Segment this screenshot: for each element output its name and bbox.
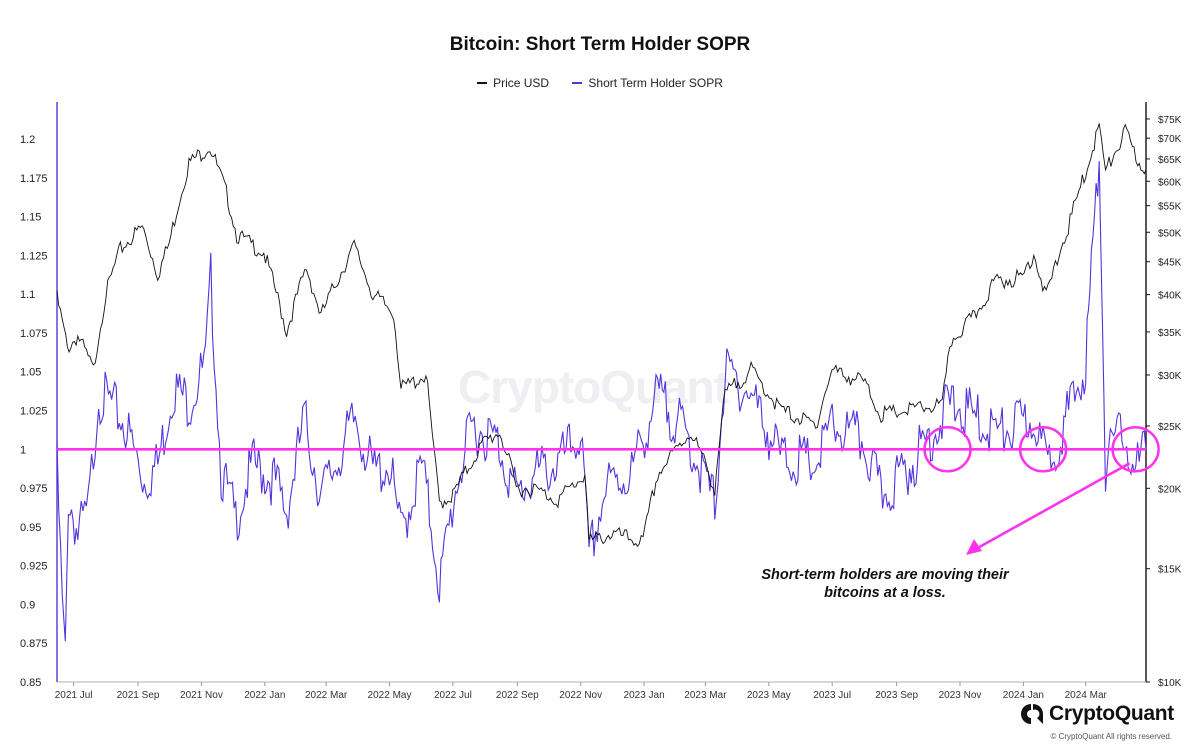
right-tick-label: $75K	[1158, 115, 1182, 126]
left-tick-label: 0.975	[20, 483, 48, 495]
x-tick-label: 2023 May	[747, 690, 791, 701]
series-layer	[56, 123, 1147, 642]
series-line-price	[56, 123, 1147, 548]
x-tick-label: 2022 Mar	[305, 690, 348, 701]
left-tick-label: 0.875	[20, 638, 48, 650]
right-tick-label: $55K	[1158, 202, 1182, 213]
x-tick-label: 2021 Sep	[117, 690, 160, 701]
series-line-sopr	[56, 161, 1147, 642]
axes-layer: 1.2 1.175 1.15 1.125 1.1 1.075 1.05 1.025 1 0.975…	[20, 102, 1182, 701]
left-tick-label: 0.85	[20, 677, 41, 689]
legend: Price USD Short Term Holder SOPR	[0, 73, 1200, 90]
x-tick-label: 2024 Jan	[1003, 690, 1044, 701]
cryptoquant-logo-icon	[1020, 704, 1043, 724]
legend-label-sopr: Short Term Holder SOPR	[588, 76, 723, 90]
right-tick-label: $20K	[1158, 484, 1182, 495]
right-tick-label: $10K	[1158, 678, 1182, 689]
brand-logo: CryptoQuant	[1019, 702, 1174, 726]
x-tick-label: 2021 Jul	[55, 690, 93, 701]
legend-swatch-price	[477, 82, 488, 84]
copyright-text: © CryptoQuant All rights reserved.	[1050, 732, 1173, 741]
right-tick-label: $25K	[1158, 422, 1182, 433]
right-tick-label: $45K	[1158, 258, 1182, 269]
left-tick-label: 1.175	[20, 173, 48, 185]
left-tick-label: 1	[20, 444, 26, 456]
left-tick-label: 1.1	[20, 289, 35, 301]
x-tick-label: 2023 Nov	[939, 690, 982, 701]
x-tick-label: 2022 Jan	[244, 690, 285, 701]
right-tick-label: $60K	[1158, 177, 1182, 188]
x-tick-label: 2022 Nov	[559, 690, 602, 701]
right-tick-label: $35K	[1158, 328, 1182, 339]
right-tick-label: $65K	[1158, 155, 1182, 166]
right-tick-label: $50K	[1158, 228, 1182, 239]
watermark: CryptoQuant	[458, 361, 729, 413]
x-tick-label: 2022 Jul	[434, 690, 472, 701]
loss-circle	[1018, 426, 1068, 473]
loss-annotation: Short-term holders are moving their bitc…	[761, 567, 1009, 601]
chart-title: Bitcoin: Short Term Holder SOPR	[449, 34, 751, 55]
x-tick-label: 2021 Nov	[180, 690, 223, 701]
left-tick-label: 1.125	[20, 250, 48, 262]
right-tick-label: $40K	[1158, 291, 1182, 302]
x-tick-label: 2023 Jul	[813, 690, 851, 701]
legend-item-price[interactable]: Price USD	[477, 76, 549, 90]
legend-label-price: Price USD	[493, 76, 550, 90]
loss-circle	[1111, 426, 1160, 473]
loss-circle	[923, 426, 972, 473]
annotation-layer	[57, 426, 1160, 555]
right-tick-label: $30K	[1158, 371, 1182, 382]
left-tick-label: 1.15	[20, 212, 41, 224]
x-tick-label: 2022 May	[368, 690, 412, 701]
x-tick-label: 2023 Jan	[624, 690, 665, 701]
left-tick-label: 0.925	[20, 561, 48, 573]
right-tick-label: $70K	[1158, 134, 1182, 145]
left-tick-label: 1.025	[20, 406, 48, 418]
annotation-arrow-shaft	[973, 462, 1131, 552]
left-tick-label: 1.05	[20, 367, 41, 379]
annotation-arrow-head	[966, 539, 982, 555]
right-tick-label: $15K	[1158, 565, 1182, 576]
left-tick-label: 0.95	[20, 522, 41, 534]
legend-item-sopr[interactable]: Short Term Holder SOPR	[572, 76, 723, 90]
x-tick-label: 2024 Mar	[1065, 690, 1108, 701]
x-tick-label: 2023 Mar	[684, 690, 727, 701]
left-tick-label: 0.9	[20, 599, 35, 611]
legend-swatch-sopr	[572, 82, 583, 84]
x-tick-label: 2022 Sep	[496, 690, 539, 701]
left-tick-label: 1.2	[20, 134, 35, 146]
brand-name: CryptoQuant	[1048, 702, 1174, 725]
x-tick-label: 2023 Sep	[875, 690, 918, 701]
left-tick-label: 1.075	[20, 328, 48, 340]
